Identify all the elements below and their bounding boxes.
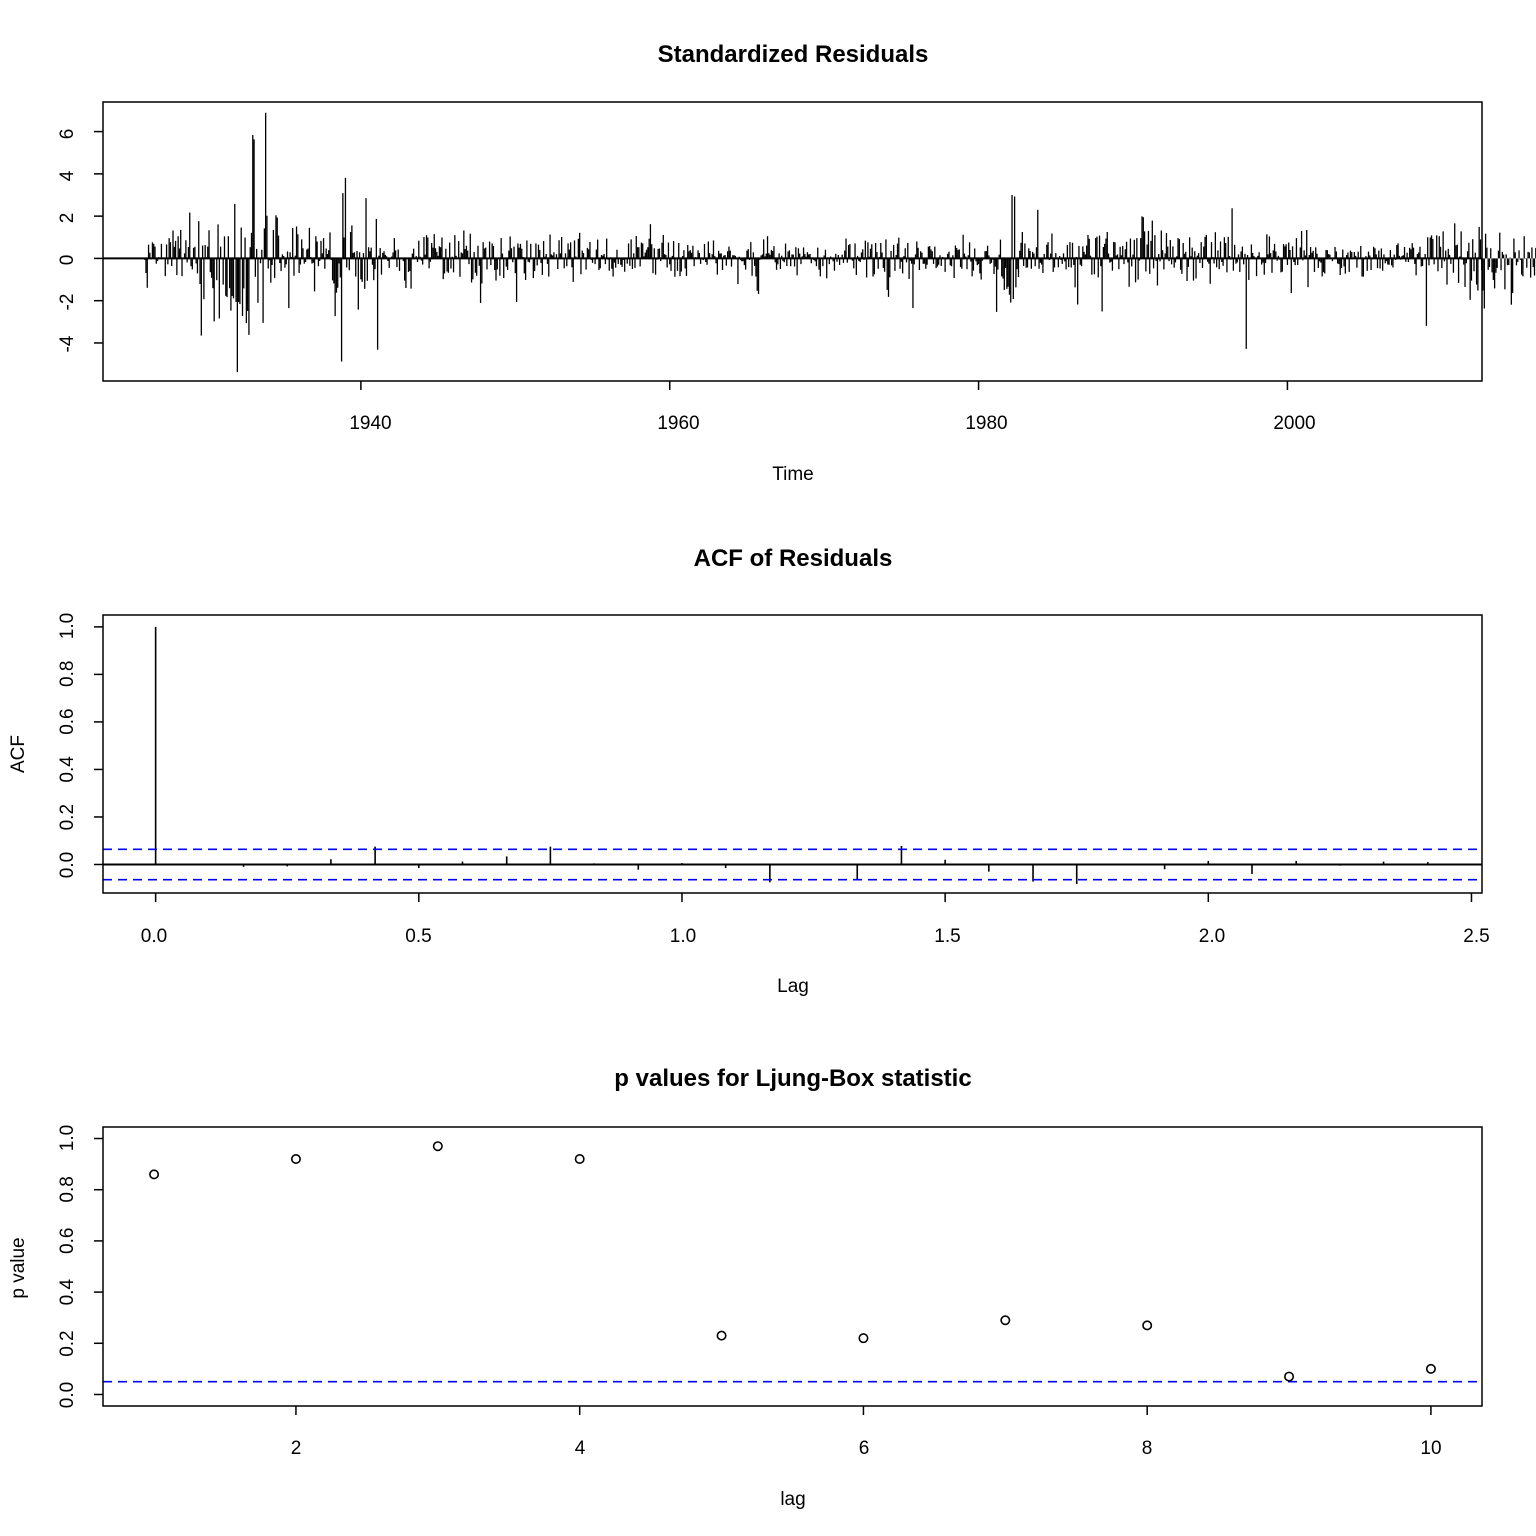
chart-title: ACF of Residuals	[694, 545, 893, 572]
x-tick-label: 2	[291, 1438, 302, 1459]
y-tick-label: 0.0	[57, 1382, 78, 1408]
x-tick-label: 0.0	[141, 926, 167, 947]
x-tick-label: 2.5	[1463, 926, 1489, 947]
x-tick-label: 4	[575, 1438, 586, 1459]
ljung-box-panel: p values for Ljung-Box statistic lag p v…	[8, 1065, 1483, 1510]
y-axis-label: p value	[8, 1237, 29, 1298]
p-value-point	[1284, 1371, 1295, 1382]
x-tick-labels: 1940 1960 1980 2000	[349, 413, 1315, 434]
x-tick-label: 1940	[349, 413, 391, 434]
y-tick-label: 0.0	[57, 852, 78, 878]
x-tick-label: 0.5	[405, 926, 431, 947]
y-tick-label: 0	[57, 255, 78, 266]
y-tick-label: 6	[57, 129, 78, 140]
p-value-point	[716, 1330, 727, 1341]
x-axis-label: Lag	[777, 976, 809, 997]
y-tick-labels: -4 -2 0 2 4 6	[57, 129, 78, 353]
y-tick-label: -2	[57, 294, 78, 311]
x-tick-labels: 2 4 6 8 10	[291, 1438, 1442, 1459]
p-value-point	[1142, 1320, 1153, 1331]
y-tick-label: 0.8	[57, 661, 78, 687]
p-value-point	[858, 1333, 869, 1344]
y-tick-label: 4	[57, 170, 78, 181]
plot-frame	[102, 1126, 1483, 1407]
x-tick-label: 6	[859, 1438, 870, 1459]
plot-frame	[102, 101, 1483, 382]
p-value-point	[1000, 1315, 1011, 1326]
y-tick-labels: 0.0 0.2 0.4 0.6 0.8 1.0	[57, 613, 78, 878]
x-tick-label: 2000	[1273, 413, 1315, 434]
chart-title: Standardized Residuals	[658, 41, 929, 68]
x-tick-label: 1.5	[934, 926, 960, 947]
p-value-points	[94, 1137, 1482, 1415]
residual-bars	[94, 112, 1536, 390]
x-tick-label: 1980	[965, 413, 1007, 434]
x-axis-label: Time	[772, 464, 814, 485]
p-value-point	[290, 1153, 301, 1164]
y-tick-label: 0.4	[57, 756, 78, 783]
chart-title: p values for Ljung-Box statistic	[614, 1065, 971, 1092]
y-tick-labels: 0.0 0.2 0.4 0.6 0.8 1.0	[57, 1125, 78, 1408]
acf-residuals-panel: ACF of Residuals Lag ACF 0.0 0.5 1.0 1.5…	[8, 545, 1490, 997]
y-tick-label: 0.6	[57, 1228, 78, 1254]
y-tick-label: 1.0	[57, 613, 78, 639]
y-tick-label: 0.2	[57, 804, 78, 830]
x-tick-label: 10	[1420, 1438, 1441, 1459]
plot-frame	[102, 614, 1483, 894]
p-value-point	[149, 1169, 160, 1180]
acf-bars	[94, 626, 1482, 902]
y-axis-label: ACF	[8, 735, 29, 773]
y-tick-label: 0.6	[57, 708, 78, 734]
x-tick-labels: 0.0 0.5 1.0 1.5 2.0 2.5	[141, 926, 1490, 947]
p-value-point	[1425, 1363, 1436, 1374]
y-tick-label: 0.2	[57, 1330, 78, 1356]
x-tick-label: 8	[1142, 1438, 1153, 1459]
standardized-residuals-panel: Standardized Residuals Time 1940 1960 19…	[57, 41, 1536, 485]
p-value-point	[432, 1141, 443, 1152]
y-tick-label: 1.0	[57, 1125, 78, 1151]
y-tick-label: -4	[57, 335, 78, 352]
y-tick-label: 2	[57, 213, 78, 224]
y-tick-label: 0.4	[57, 1279, 78, 1306]
x-tick-label: 2.0	[1199, 926, 1225, 947]
x-tick-label: 1960	[657, 413, 699, 434]
p-value-point	[574, 1153, 585, 1164]
y-tick-label: 0.8	[57, 1176, 78, 1202]
x-axis-label: lag	[780, 1489, 805, 1510]
x-tick-label: 1.0	[670, 926, 696, 947]
